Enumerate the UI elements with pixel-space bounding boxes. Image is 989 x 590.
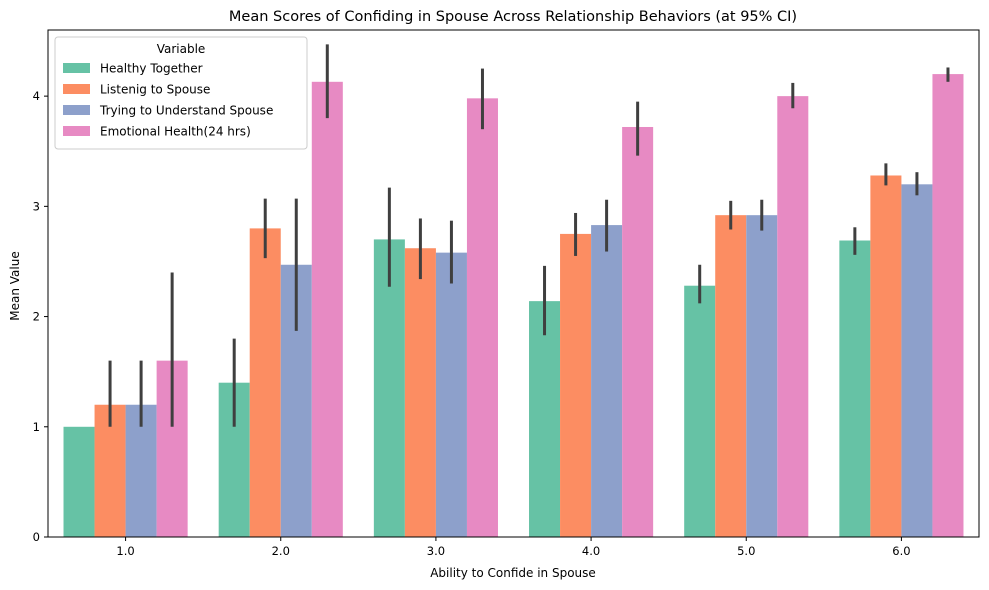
legend-title: Variable: [157, 42, 206, 56]
x-tick-label-2: 2.0: [272, 544, 290, 558]
bar-1-6: [839, 240, 871, 538]
y-axis-label: Mean Value: [8, 251, 22, 320]
bar-3-3: [435, 252, 467, 537]
x-tick-label-4: 4.0: [582, 544, 600, 558]
bar-4-3: [466, 98, 498, 538]
bar-2-2: [249, 228, 281, 538]
x-tick-label-1: 1.0: [116, 544, 134, 558]
x-axis-label: Ability to Confide in Spouse: [430, 566, 596, 580]
legend-label-3: Trying to Understand Spouse: [99, 104, 273, 118]
legend-swatch-1: [63, 63, 90, 73]
bar-1-3: [373, 239, 405, 538]
bar-4-5: [777, 96, 809, 537]
bar-3-4: [591, 225, 623, 537]
legend-label-1: Healthy Together: [100, 62, 203, 76]
plot-frame: [47, 29, 980, 538]
bar-3-6: [901, 184, 933, 537]
legend-swatch-3: [63, 105, 90, 115]
legend-label-4: Emotional Health(24 hrs): [100, 125, 251, 139]
y-axis: 0 1 2 3 4: [33, 89, 48, 544]
bar-4-2: [311, 81, 343, 537]
bar-2-6: [870, 175, 902, 538]
x-tick-label-5: 5.0: [737, 544, 755, 558]
bar-1-4: [529, 301, 561, 537]
y-tick-label-3: 2: [33, 310, 40, 324]
y-tick-label-4: 3: [33, 199, 40, 213]
x-axis: 1.0 2.0 3.0 4.0 5.0 6.0: [116, 537, 911, 558]
legend-frame: [54, 36, 308, 150]
bar-2-4: [560, 233, 592, 538]
x-tick-label-3: 3.0: [427, 544, 445, 558]
legend-label-2: Listenig to Spouse: [100, 83, 210, 97]
bar-3-5: [746, 215, 778, 537]
legend-swatch-2: [63, 84, 90, 94]
plot-area: [47, 29, 980, 538]
bar-2-3: [404, 248, 436, 537]
y-tick-label-5: 4: [33, 89, 40, 103]
bar-2-5: [715, 215, 747, 537]
bar-1-1: [63, 426, 95, 537]
x-tick-label-6: 6.0: [892, 544, 910, 558]
y-tick-label-2: 1: [33, 420, 40, 434]
bar-1-5: [684, 285, 716, 537]
legend: Variable Healthy Together Listenig to Spou…: [54, 36, 308, 150]
legend-swatch-4: [63, 126, 90, 136]
chart-title: Mean Scores of Confiding in Spouse Acros…: [229, 9, 797, 25]
bar-4-6: [932, 74, 964, 537]
bar-4-4: [622, 126, 654, 537]
y-tick-label-1: 0: [33, 530, 40, 544]
